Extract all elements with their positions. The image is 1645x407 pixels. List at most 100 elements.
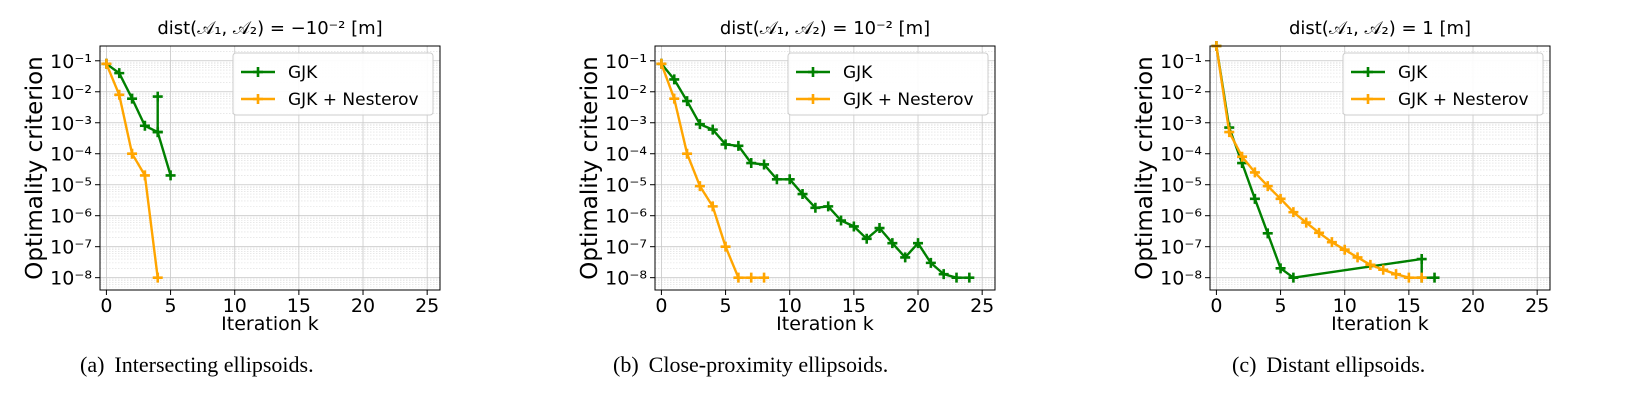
y-tick-label: 10⁻¹ <box>50 51 92 73</box>
chart-panel-a: 10⁻¹ 10⁻² 10⁻³ 10⁻⁴ 10⁻⁵ 10⁻⁶ 10⁻⁷ 10⁻⁸ 0 5 10 15 20… <box>0 0 540 407</box>
x-tick-label: 0 <box>655 295 667 317</box>
legend-marker <box>253 94 263 104</box>
x-tick-label: 0 <box>100 295 112 317</box>
data-point <box>951 272 962 283</box>
data-point <box>694 119 705 130</box>
chart-title: dist(𝒜₁, 𝒜₂) = −10⁻² [m] <box>157 18 382 39</box>
data-point <box>836 215 847 226</box>
y-tick-label: 10⁻⁷ <box>1160 237 1202 259</box>
y-tick-label: 10⁻⁴ <box>605 144 647 166</box>
data-point <box>1339 244 1350 255</box>
y-tick-label: 10⁻⁵ <box>1160 175 1202 197</box>
x-tick-label: 15 <box>287 295 311 317</box>
y-tick-label: 10⁻⁵ <box>50 175 92 197</box>
data-point <box>1378 264 1389 275</box>
caption-label: (c) <box>1232 352 1257 377</box>
legend-box <box>787 52 989 116</box>
data-point <box>964 272 975 283</box>
data-point <box>733 272 744 283</box>
data-point <box>797 189 808 200</box>
legend-marker <box>808 94 818 104</box>
x-tick-label: 25 <box>415 295 439 317</box>
data-point <box>707 201 718 212</box>
y-tick-label: 10⁻² <box>1160 82 1202 104</box>
caption-b: (b) Close-proximity ellipsoids. <box>613 352 888 378</box>
data-point <box>1352 252 1363 263</box>
data-point <box>720 241 731 252</box>
legend-label: GJK <box>288 63 318 83</box>
data-point <box>1391 269 1402 280</box>
caption-text: Intersecting ellipsoids. <box>114 352 314 377</box>
x-tick-label: 5 <box>1275 295 1287 317</box>
legend-label: GJK <box>1398 63 1428 83</box>
data-point <box>682 96 693 107</box>
caption-text: Distant ellipsoids. <box>1266 352 1426 377</box>
chart-title: dist(𝒜₁, 𝒜₂) = 1 [m] <box>1289 18 1471 39</box>
x-tick-label: 10 <box>223 295 247 317</box>
data-point <box>1429 272 1440 283</box>
data-point <box>900 252 911 263</box>
x-axis-label: Iteration k <box>221 313 319 335</box>
legend-marker <box>1363 94 1373 104</box>
x-tick-label: 20 <box>351 295 375 317</box>
data-point <box>1224 127 1235 138</box>
x-tick-label: 15 <box>1397 295 1421 317</box>
y-tick-label: 10⁻⁸ <box>50 268 92 290</box>
y-tick-label: 10⁻¹ <box>1160 51 1202 73</box>
series-line-gjk <box>105 62 172 176</box>
data-point <box>669 74 680 85</box>
y-tick-label: 10⁻⁶ <box>605 206 647 228</box>
y-tick-label: 10⁻⁸ <box>1160 268 1202 290</box>
axes-frame <box>99 45 441 291</box>
data-point <box>1237 151 1248 162</box>
y-axis-label: Optimality criterion <box>577 56 603 280</box>
data-point <box>152 272 163 283</box>
data-point <box>152 127 163 138</box>
data-point <box>746 158 757 169</box>
x-tick-label: 10 <box>778 295 802 317</box>
x-tick-label: 5 <box>165 295 177 317</box>
caption-text: Close-proximity ellipsoids. <box>648 352 889 377</box>
data-point <box>1403 272 1414 283</box>
data-point <box>114 89 125 100</box>
data-point <box>139 120 150 131</box>
data-point <box>1275 263 1286 274</box>
data-point <box>925 257 936 268</box>
x-tick-label: 0 <box>1210 295 1222 317</box>
y-axis-label: Optimality criterion <box>1132 56 1158 280</box>
caption-label: (a) <box>80 352 105 377</box>
legend-box <box>1342 52 1544 116</box>
y-tick-label: 10⁻³ <box>50 113 92 135</box>
data-point <box>733 140 744 151</box>
legend-box <box>232 52 434 116</box>
data-point <box>759 272 770 283</box>
legend-label: GJK <box>843 63 873 83</box>
x-tick-label: 25 <box>970 295 994 317</box>
data-point <box>1262 228 1273 239</box>
chart-panel-c: 10⁻¹ 10⁻² 10⁻³ 10⁻⁴ 10⁻⁵ 10⁻⁶ 10⁻⁷ 10⁻⁸ 0 5 10 15 20… <box>1110 0 1645 407</box>
y-tick-label: 10⁻⁵ <box>605 175 647 197</box>
data-point <box>114 68 125 79</box>
y-tick-label: 10⁻⁷ <box>605 237 647 259</box>
data-point <box>127 148 138 159</box>
data-point <box>1249 193 1260 204</box>
data-point <box>165 170 176 181</box>
axes-frame <box>654 45 996 291</box>
data-point <box>669 93 680 104</box>
data-point <box>759 159 770 170</box>
axes-frame <box>1209 45 1551 291</box>
data-point <box>913 238 924 249</box>
data-point <box>1314 227 1325 238</box>
data-point <box>152 91 163 102</box>
x-tick-label: 5 <box>720 295 732 317</box>
caption-label: (b) <box>613 352 639 377</box>
data-point <box>127 93 138 104</box>
data-point <box>784 174 795 185</box>
data-point <box>1326 237 1337 248</box>
data-point <box>887 238 898 249</box>
legend-marker <box>253 67 263 77</box>
legend-marker <box>808 67 818 77</box>
caption-c: (c) Distant ellipsoids. <box>1232 352 1425 378</box>
legend-label: GJK + Nesterov <box>843 90 974 110</box>
legend-label: GJK + Nesterov <box>288 90 419 110</box>
